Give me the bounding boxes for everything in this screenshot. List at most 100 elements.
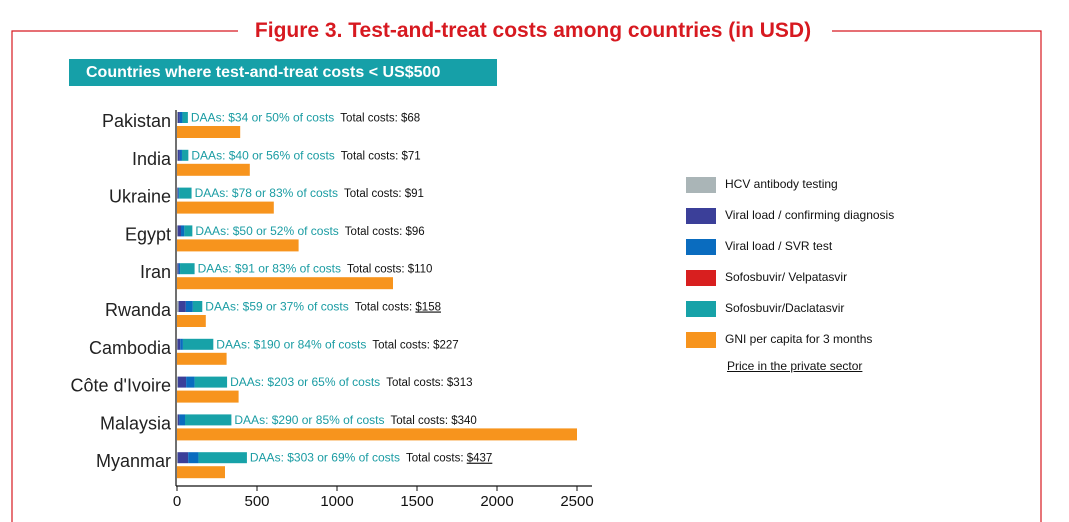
x-tick-label: 1000 (320, 493, 353, 510)
bar-chart: Pakistan DAAs: $34 or 50% of costs Total c… (71, 110, 594, 510)
legend-swatch (686, 270, 716, 286)
country-label-myanmar: Myanmar (96, 451, 171, 471)
bar-segment (185, 414, 232, 426)
gni-bar (177, 466, 225, 479)
daa-label: DAAs: $303 or 69% of costs (250, 451, 400, 465)
total-cost-label: Total costs: $68 (340, 113, 420, 125)
bar-segment (192, 301, 203, 312)
bar-segment (194, 376, 228, 388)
country-label-rwanda: Rwanda (105, 300, 172, 320)
legend: HCV antibody testing Viral load / confir… (686, 170, 986, 385)
bar-segment (177, 452, 189, 464)
bar-segment (177, 414, 178, 426)
daa-label: DAAs: $34 or 50% of costs (191, 111, 334, 125)
bar-segment (179, 149, 182, 161)
gni-bar (177, 201, 274, 214)
x-tick-label: 500 (244, 493, 269, 510)
country-label-cambodia: Cambodia (89, 338, 172, 358)
total-cost-label: Total costs: $96 (345, 226, 425, 238)
bar-segment (177, 225, 181, 237)
figure-border (11, 30, 1042, 522)
country-label-malaysia: Malaysia (100, 413, 172, 433)
bar-segment (177, 414, 180, 426)
country-label-pakistan: Pakistan (102, 111, 171, 131)
legend-swatch (686, 332, 716, 348)
legend-item-hcv-antibody: HCV antibody testing (686, 173, 986, 197)
gni-bar (177, 428, 577, 441)
gni-bar (177, 315, 206, 327)
bar-segment (177, 452, 178, 464)
daa-label: DAAs: $290 or 85% of costs (234, 413, 384, 427)
legend-item-viral-confirm: Viral load / confirming diagnosis (686, 204, 986, 228)
bar-segment (185, 301, 193, 312)
bar-segment (178, 263, 181, 275)
bar-segment (198, 452, 247, 464)
total-cost-label: Total costs: $313 (386, 377, 472, 389)
gni-bar (177, 126, 241, 138)
legend-label: GNI per capita for 3 months (725, 332, 873, 346)
bar-segment (177, 225, 178, 237)
bar-segment (179, 112, 183, 123)
bar-segment (182, 112, 188, 123)
country-label-egypt: Egypt (125, 224, 171, 244)
bar-segment (180, 338, 183, 350)
bar-segment (177, 376, 178, 388)
bar-segment (181, 225, 185, 237)
bar-segment (177, 112, 180, 123)
bar-segment (181, 149, 189, 161)
bar-segment (179, 414, 185, 426)
bar-segment (179, 187, 192, 199)
bar-segment (177, 338, 178, 350)
bar-segment (177, 187, 179, 199)
total-cost-label: Total costs: $340 (391, 415, 477, 427)
gni-bar (177, 239, 299, 252)
gni-bar (177, 390, 239, 403)
total-cost-value: $437 (467, 453, 493, 465)
total-cost-value: $158 (415, 302, 441, 314)
gni-bar (177, 352, 227, 365)
bar-segment (186, 376, 195, 388)
daa-label: DAAs: $91 or 83% of costs (198, 262, 341, 276)
bar-segment (177, 263, 178, 275)
gni-bar (177, 277, 393, 290)
bar-segment (177, 187, 178, 199)
country-label-c-te-d-ivoire: Côte d'Ivoire (71, 376, 172, 396)
bar-segment (188, 452, 199, 464)
subtitle-banner: Countries where test-and-treat costs < U… (69, 59, 497, 86)
bar-segment (178, 301, 186, 312)
bar-segment (177, 301, 179, 312)
bar-segment (182, 338, 214, 350)
legend-label: Sofosbuvir/Daclatasvir (725, 301, 845, 315)
total-cost-label: Total costs: $227 (372, 339, 458, 351)
bar-segment (177, 149, 178, 161)
total-cost-label: Total costs: $110 (347, 264, 432, 276)
legend-item-sof-dac: Sofosbuvir/Daclatasvir (686, 297, 986, 321)
x-tick-label: 2000 (480, 493, 513, 510)
daa-label: DAAs: $190 or 84% of costs (216, 337, 366, 351)
legend-swatch (686, 177, 716, 193)
country-label-india: India (132, 149, 172, 169)
total-cost-label: Total costs: $437 (406, 453, 492, 465)
legend-item-gni: GNI per capita for 3 months (686, 328, 986, 352)
legend-item-viral-svr: Viral load / SVR test (686, 235, 986, 259)
daa-label: DAAs: $78 or 83% of costs (195, 186, 338, 200)
x-tick-label: 0 (173, 493, 181, 510)
total-cost-label: Total costs: $71 (341, 150, 421, 162)
gni-bar (177, 163, 250, 176)
legend-label: HCV antibody testing (725, 177, 838, 191)
bar-segment (177, 338, 181, 350)
legend-item-sof-vel: Sofosbuvir/ Velpatasvir (686, 266, 986, 290)
legend-note: Price in the private sector (727, 359, 863, 373)
bar-segment (177, 263, 179, 275)
figure-title: Figure 3. Test-and-treat costs among cou… (238, 14, 828, 48)
legend-swatch (686, 239, 716, 255)
bar-segment (180, 263, 195, 275)
bar-segment (177, 149, 180, 161)
legend-label: Viral load / confirming diagnosis (725, 208, 895, 222)
bar-segment (184, 225, 193, 237)
total-cost-label: Total costs: $158 (355, 302, 441, 314)
total-cost-label: Total costs: $91 (344, 188, 424, 200)
country-label-iran: Iran (140, 262, 171, 282)
x-tick-label: 1500 (400, 493, 433, 510)
